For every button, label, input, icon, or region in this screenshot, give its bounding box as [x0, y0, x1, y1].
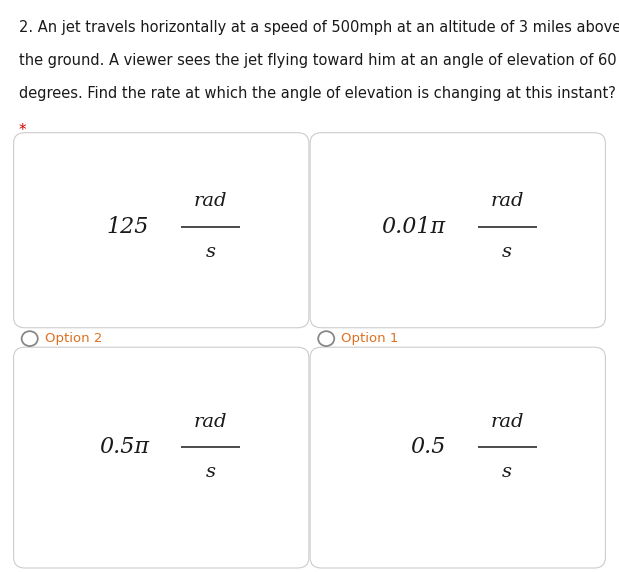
FancyBboxPatch shape	[310, 347, 605, 568]
Text: 125: 125	[106, 216, 149, 237]
Text: s: s	[502, 243, 513, 260]
Text: Option 2: Option 2	[45, 332, 102, 345]
FancyBboxPatch shape	[14, 347, 309, 568]
Text: degrees. Find the rate at which the angle of elevation is changing at this insta: degrees. Find the rate at which the angl…	[19, 86, 615, 101]
Text: s: s	[206, 243, 216, 260]
Text: 0.01π: 0.01π	[381, 216, 446, 237]
Text: s: s	[502, 463, 513, 481]
Text: s: s	[206, 463, 216, 481]
FancyBboxPatch shape	[14, 133, 309, 328]
Text: Option 1: Option 1	[341, 332, 399, 345]
Text: 0.5: 0.5	[410, 436, 446, 458]
Text: rad: rad	[490, 193, 524, 210]
Text: rad: rad	[490, 413, 524, 431]
Text: rad: rad	[194, 413, 228, 431]
Text: 0.5π: 0.5π	[99, 436, 149, 458]
Text: the ground. A viewer sees the jet flying toward him at an angle of elevation of : the ground. A viewer sees the jet flying…	[19, 53, 616, 68]
Text: 2. An jet travels horizontally at a speed of 500mph at an altitude of 3 miles ab: 2. An jet travels horizontally at a spee…	[19, 20, 619, 35]
FancyBboxPatch shape	[310, 133, 605, 328]
Text: *: *	[19, 123, 26, 138]
Text: rad: rad	[194, 193, 228, 210]
